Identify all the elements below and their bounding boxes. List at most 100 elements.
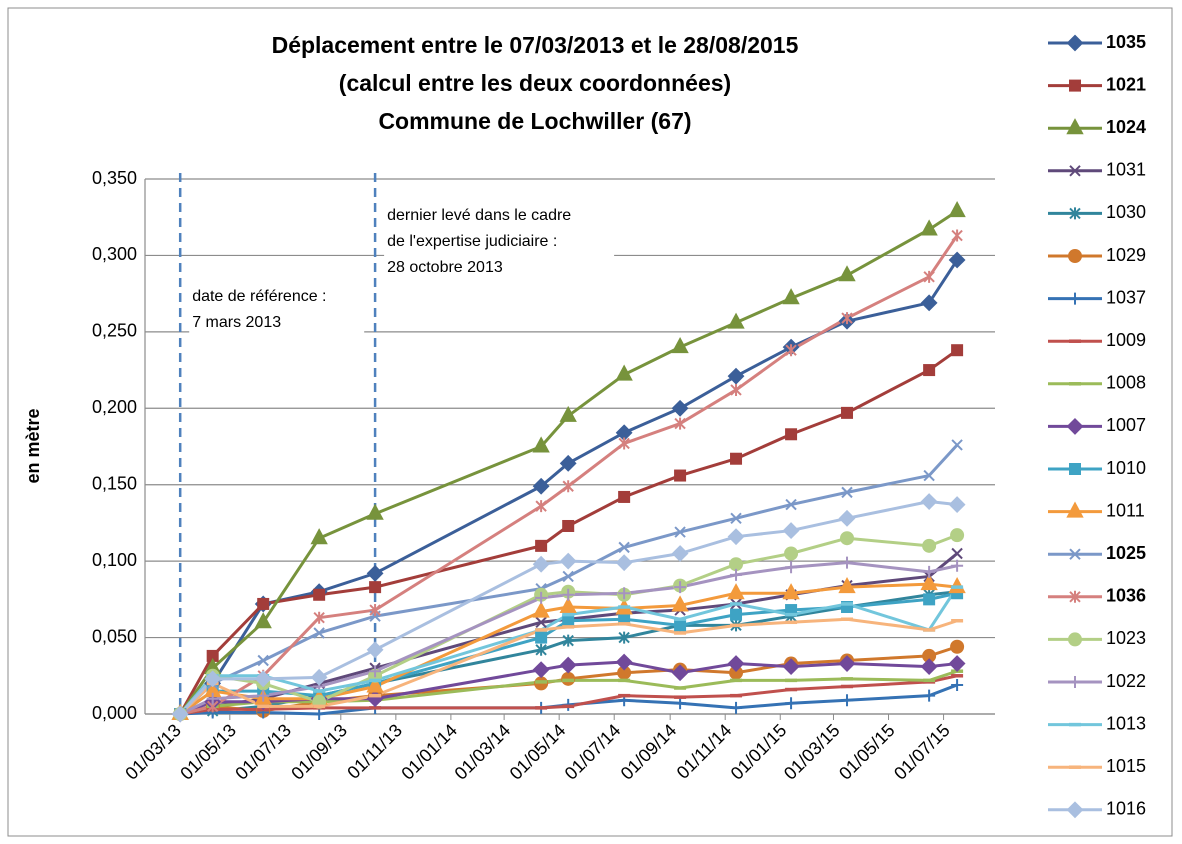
marker: [671, 337, 689, 354]
marker: [618, 587, 631, 600]
legend-label: 1025: [1106, 543, 1146, 563]
marker: [535, 500, 547, 513]
marker: [674, 417, 686, 430]
marker: [171, 705, 189, 723]
marker: [841, 556, 854, 569]
marker: [532, 477, 550, 495]
legend-label: 1009: [1106, 330, 1146, 350]
annotation-background: [189, 284, 365, 336]
legend-label: 1031: [1106, 160, 1146, 180]
marker: [923, 364, 936, 377]
legend-label: 1008: [1106, 373, 1146, 393]
y-axis-label: en mètre: [23, 408, 43, 483]
marker: [618, 490, 631, 503]
marker: [618, 437, 630, 450]
marker: [785, 697, 798, 710]
y-tick-label: 0,050: [92, 626, 137, 646]
marker: [674, 697, 687, 710]
marker: [532, 601, 550, 618]
marker: [257, 654, 269, 667]
marker: [948, 251, 966, 269]
marker: [615, 364, 633, 381]
annotation: 7 mars 2013: [192, 314, 281, 331]
annotation-background: [384, 203, 615, 281]
series-line: [179, 674, 958, 716]
marker: [366, 641, 384, 659]
y-tick-label: 0,200: [92, 397, 137, 417]
marker: [948, 200, 966, 218]
legend-marker: [1068, 632, 1082, 647]
marker: [730, 452, 743, 465]
marker: [674, 619, 687, 632]
marker: [206, 649, 219, 662]
marker: [562, 570, 574, 583]
marker: [366, 564, 384, 582]
marker: [923, 565, 936, 578]
legend-marker: [1066, 501, 1084, 518]
marker: [204, 670, 222, 688]
annotation: de l'expertise judiciaire :: [387, 233, 557, 250]
marker: [562, 614, 575, 627]
series-line: [178, 209, 958, 715]
marker: [369, 581, 382, 594]
marker: [729, 665, 744, 680]
legend-marker: [1069, 590, 1081, 603]
legend-label: 1024: [1106, 117, 1146, 137]
marker: [785, 428, 798, 441]
marker: [784, 546, 799, 561]
marker: [951, 439, 963, 451]
legend-label: 1016: [1106, 799, 1146, 819]
legend-marker: [1069, 463, 1081, 475]
annotation: date de référence :: [192, 288, 326, 305]
marker: [535, 539, 548, 552]
marker: [730, 568, 743, 581]
marker: [562, 519, 575, 532]
marker: [948, 655, 966, 672]
legend-marker: [1069, 292, 1081, 305]
legend-marker: [1068, 249, 1082, 263]
marker: [671, 664, 689, 682]
marker: [920, 658, 938, 676]
marker: [923, 469, 935, 482]
marker: [254, 612, 272, 629]
series-line: [180, 683, 958, 716]
marker: [562, 480, 574, 493]
marker: [920, 294, 938, 312]
marker: [948, 496, 966, 514]
marker: [920, 573, 938, 591]
marker: [206, 692, 219, 705]
marker: [838, 655, 856, 672]
legend-label: 1022: [1106, 671, 1146, 691]
marker: [920, 219, 938, 236]
legend-marker: [1066, 417, 1084, 435]
legend-label: 1013: [1106, 713, 1146, 733]
marker: [671, 595, 689, 612]
chart-title: Déplacement entre le 07/03/2013 et le 28…: [272, 32, 799, 58]
marker: [532, 436, 550, 453]
y-tick-label: 0,350: [92, 168, 137, 188]
marker: [730, 608, 743, 621]
marker: [841, 486, 853, 499]
marker: [923, 593, 936, 606]
marker: [840, 531, 855, 546]
legend-label: 1035: [1106, 32, 1146, 52]
marker: [313, 588, 326, 601]
series-line: [179, 500, 958, 716]
marker: [532, 555, 550, 573]
annotation: dernier levé dans le cadre: [387, 207, 571, 224]
marker: [922, 648, 937, 663]
marker: [951, 229, 963, 242]
marker: [951, 344, 964, 357]
legend-marker: [1069, 676, 1081, 688]
chart-title: Commune de Lochwiller (67): [378, 108, 691, 134]
legend-label: 1036: [1106, 586, 1146, 606]
series-line: [179, 591, 958, 716]
legend-label: 1007: [1106, 415, 1146, 435]
marker: [950, 639, 965, 654]
y-tick-label: 0,100: [92, 550, 137, 570]
marker: [951, 559, 964, 572]
marker: [615, 554, 633, 572]
marker: [951, 547, 963, 560]
marker: [838, 509, 856, 527]
